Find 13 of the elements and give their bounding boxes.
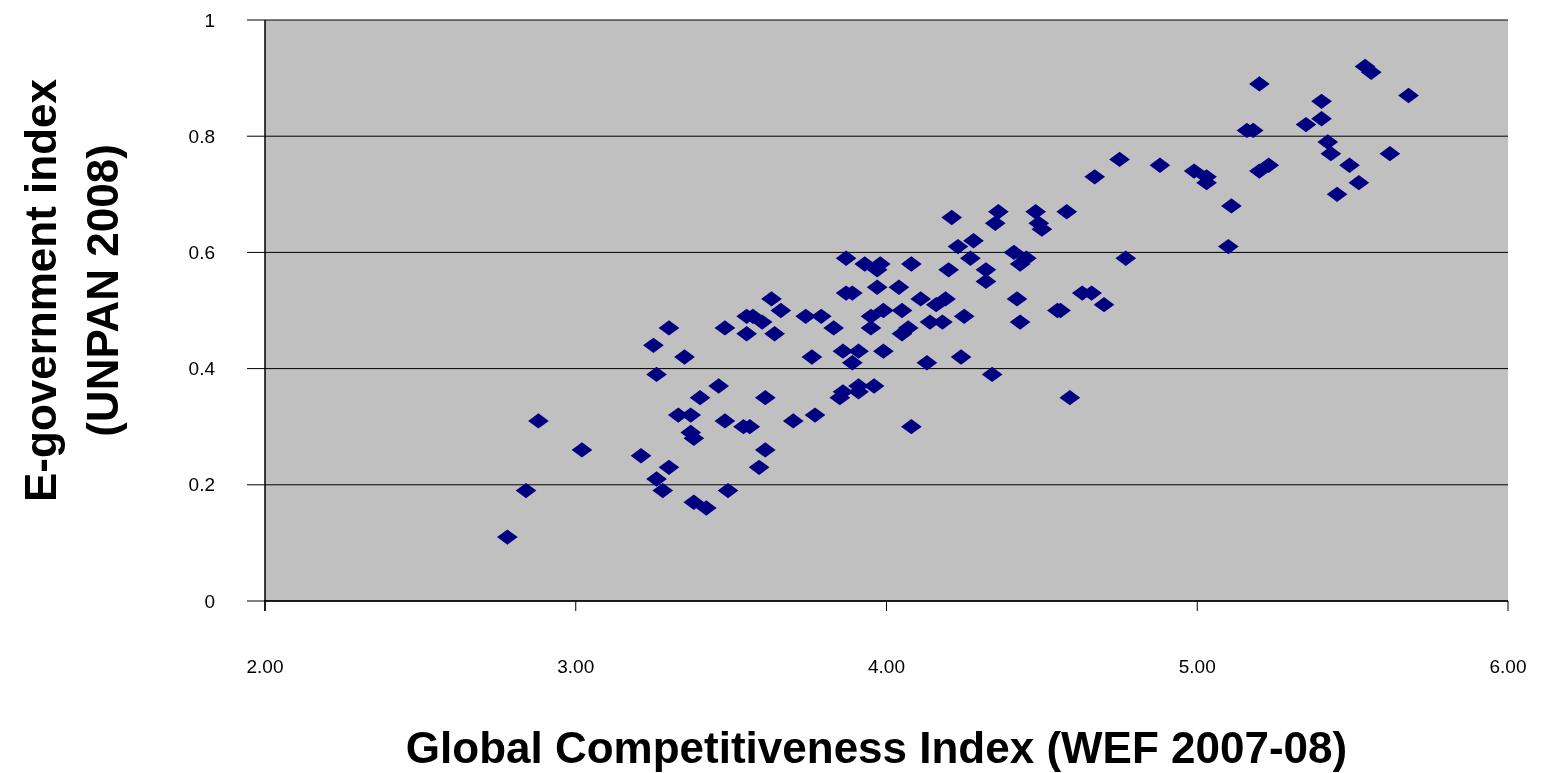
y-tick-label: 0 xyxy=(204,590,215,612)
y-tick-label: 0.6 xyxy=(188,242,215,264)
x-tick-label: 3.00 xyxy=(557,656,595,677)
y-axis-title: E-government index (UNPAN 2008) xyxy=(16,78,127,502)
y-tick-label: 0.8 xyxy=(188,125,215,147)
x-tick-label: 4.00 xyxy=(868,656,905,677)
x-tick-label: 5.00 xyxy=(1178,656,1216,677)
x-axis-title: Global Competitiveness Index (WEF 2007-08) xyxy=(405,723,1348,772)
y-tick-label: 0.2 xyxy=(188,474,215,496)
y-tick-label: 0.4 xyxy=(188,358,216,380)
x-tick-label: 2.00 xyxy=(246,656,284,677)
y-tick-label: 1 xyxy=(204,9,215,31)
x-tick-label: 6.00 xyxy=(1489,656,1527,677)
